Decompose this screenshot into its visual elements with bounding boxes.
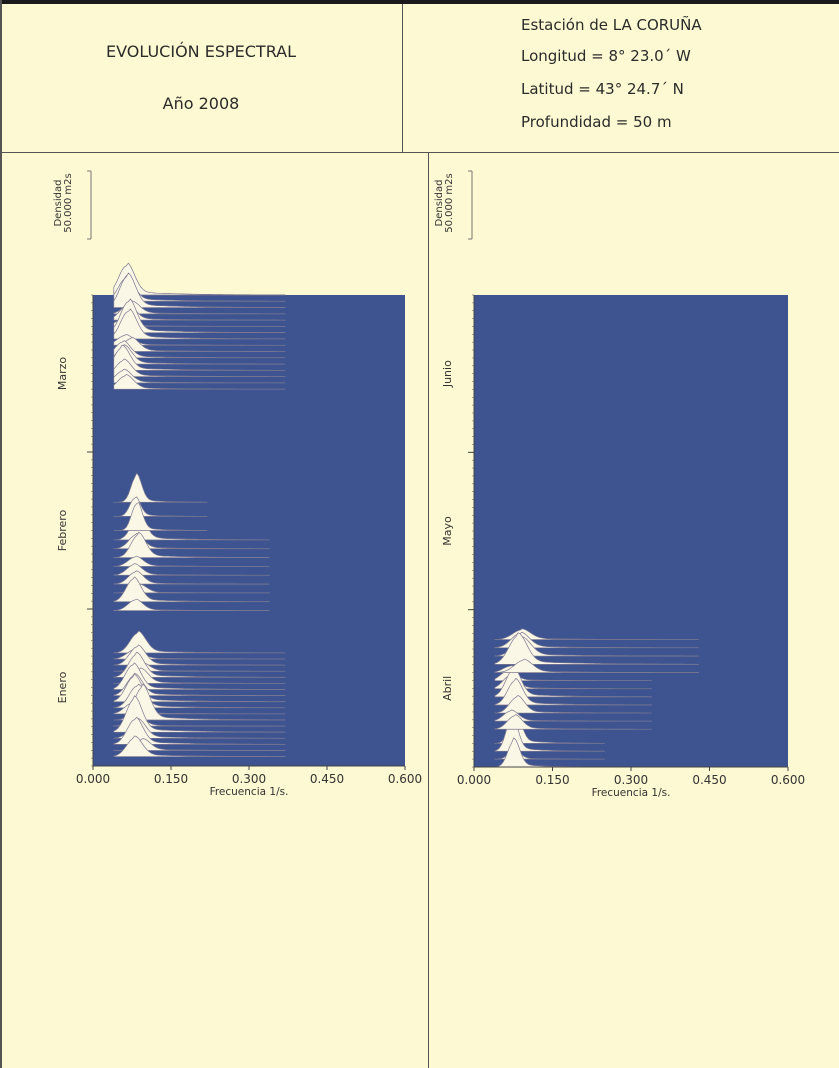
density-scale-label: Densidad — [53, 179, 64, 226]
x-tick-label: 0.300 — [232, 772, 266, 786]
spectrum-trace — [494, 714, 652, 730]
x-tick-label: 0.150 — [154, 772, 188, 786]
station-name: Estación de LA CORUÑA — [521, 16, 702, 34]
spectrum-trace — [113, 262, 286, 296]
month-label: Enero — [56, 671, 69, 703]
month-label: Abril — [441, 676, 454, 701]
month-label: Mayo — [441, 516, 454, 546]
spectra-group — [494, 628, 700, 768]
spectrum-trace — [113, 531, 270, 558]
spectrum-trace — [113, 576, 270, 603]
spectrum-trace — [494, 632, 700, 665]
month-label: Febrero — [56, 509, 69, 551]
spectrum-trace — [113, 555, 270, 567]
spectral-chart-left: Densidad 50.000 m2s Enero Febrero Marzo 0.000… — [53, 170, 422, 798]
x-tick-label: 0.300 — [614, 773, 648, 787]
x-tick-label: 0.000 — [76, 772, 110, 786]
spectrum-trace — [113, 502, 208, 531]
density-scale-label: Densidad — [434, 179, 445, 226]
panel-divider — [428, 152, 429, 1068]
station-longitude: Longitud = 8° 23.0´ W — [521, 47, 691, 65]
spectrum-trace — [113, 735, 286, 757]
station-depth: Profundidad = 50 m — [521, 113, 672, 131]
spectrum-trace — [113, 374, 286, 390]
spectrum-trace — [113, 308, 286, 340]
chart-title: EVOLUCIÓN ESPECTRAL — [105, 42, 297, 61]
chart-year: Año 2008 — [162, 94, 240, 113]
spectrum-trace — [494, 658, 700, 673]
x-tick-label: 0.450 — [692, 773, 726, 787]
x-tick-label: 0.150 — [535, 773, 569, 787]
density-scale-label: 50.000 m2s — [63, 173, 74, 232]
spectrum-trace — [113, 563, 270, 576]
x-tick-label: 0.450 — [310, 772, 344, 786]
spectrum-trace — [113, 598, 270, 611]
x-tick-label: 0.600 — [771, 773, 805, 787]
left-border — [0, 0, 2, 1068]
month-label: Marzo — [56, 357, 69, 391]
header-divider — [0, 152, 839, 153]
header-vertical-divider — [402, 4, 403, 152]
spectra-group — [113, 262, 286, 757]
spectrum-trace — [113, 472, 208, 503]
x-axis-label: Frecuencia 1/s. — [210, 786, 289, 798]
month-label: Junio — [441, 360, 454, 388]
x-tick-label: 0.600 — [388, 772, 422, 786]
spectral-chart-right: Densidad 50.000 m2s Abril Mayo Junio 0.000 0.1… — [434, 170, 805, 799]
density-scale-label: 50.000 m2s — [444, 173, 455, 232]
station-latitude: Latitud = 43° 24.7´ N — [521, 80, 684, 98]
x-axis-label: Frecuencia 1/s. — [592, 787, 671, 799]
top-border — [0, 0, 839, 4]
x-tick-label: 0.000 — [457, 773, 491, 787]
